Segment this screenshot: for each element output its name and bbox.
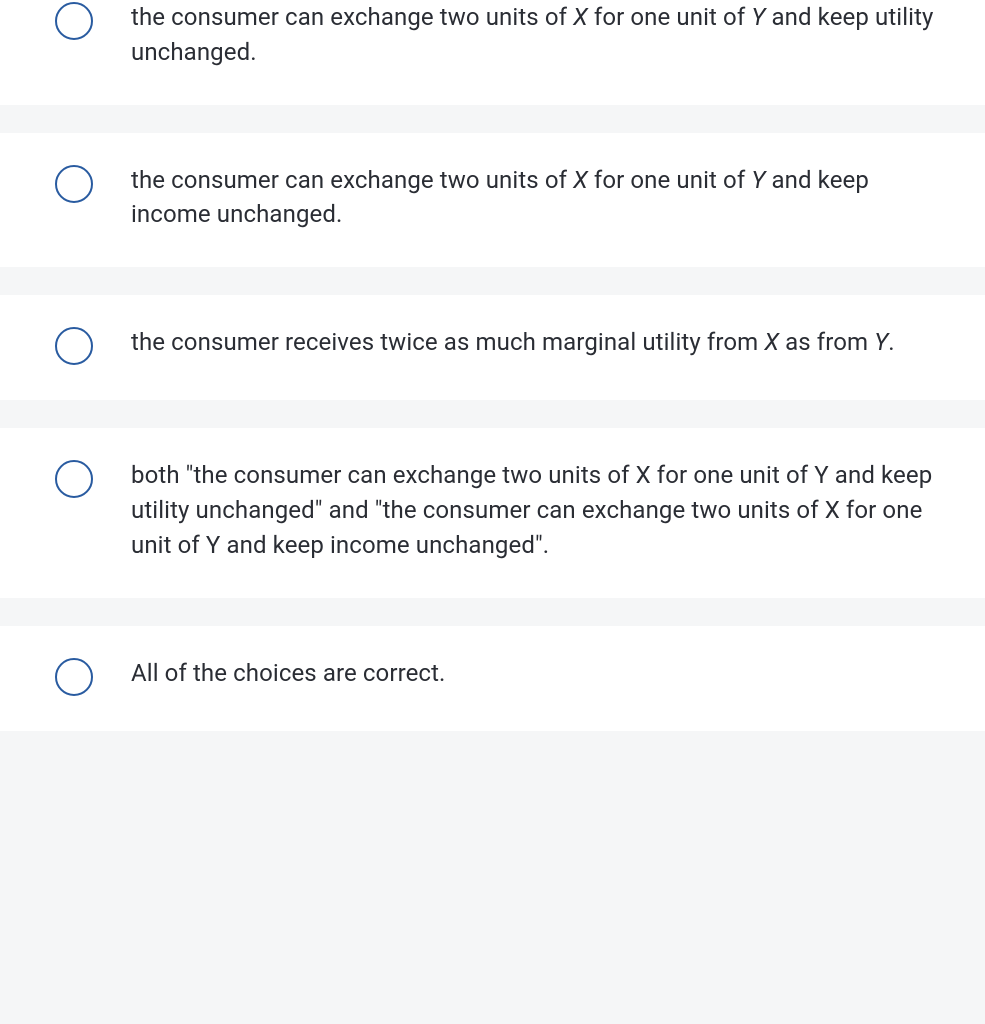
radio-button-0[interactable] (55, 2, 93, 40)
radio-button-3[interactable] (55, 460, 93, 498)
option-text-1: the consumer can exchange two units of X… (131, 163, 945, 233)
quiz-options-list: the consumer can exchange two units of X… (0, 0, 985, 791)
option-card-1[interactable]: the consumer can exchange two units of X… (0, 133, 985, 268)
option-card-0[interactable]: the consumer can exchange two units of X… (0, 0, 985, 105)
radio-button-1[interactable] (55, 165, 93, 203)
option-card-4[interactable]: All of the choices are correct. (0, 626, 985, 731)
option-text-2: the consumer receives twice as much marg… (131, 325, 905, 360)
option-card-2[interactable]: the consumer receives twice as much marg… (0, 295, 985, 400)
radio-button-4[interactable] (55, 658, 93, 696)
option-text-0: the consumer can exchange two units of X… (131, 0, 945, 70)
option-text-4: All of the choices are correct. (131, 656, 455, 691)
option-card-3[interactable]: both "the consumer can exchange two unit… (0, 428, 985, 597)
option-text-3: both "the consumer can exchange two unit… (131, 458, 945, 562)
radio-button-2[interactable] (55, 327, 93, 365)
